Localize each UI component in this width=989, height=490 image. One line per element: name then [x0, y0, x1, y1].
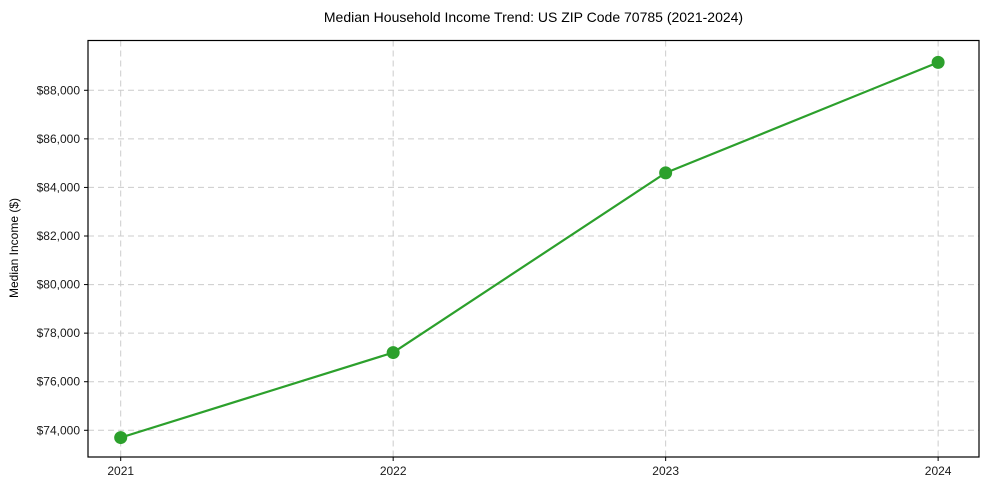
x-tick-label: 2022: [380, 464, 407, 478]
data-point-2021: [114, 431, 128, 445]
axes-spines: [87, 39, 980, 458]
y-tick-label: $74,000: [37, 423, 81, 437]
y-tick-label: $76,000: [37, 375, 81, 389]
x-tick-label: 2021: [107, 464, 134, 478]
data-point-2022: [386, 346, 400, 360]
data-point-2024: [931, 55, 945, 69]
y-tick-label: $88,000: [37, 83, 81, 97]
y-tick-label: $82,000: [37, 229, 81, 243]
y-tick-label: $86,000: [37, 132, 81, 146]
y-tick-label: $78,000: [37, 326, 81, 340]
y-tick-label: $80,000: [37, 278, 81, 292]
y-tick-label: $84,000: [37, 180, 81, 194]
income-trend-line: [119, 61, 940, 439]
data-point-2023: [659, 166, 673, 180]
x-tick-label: 2024: [925, 464, 952, 478]
chart-title: Median Household Income Trend: US ZIP Co…: [323, 9, 744, 25]
x-tick-label: 2023: [652, 464, 679, 478]
